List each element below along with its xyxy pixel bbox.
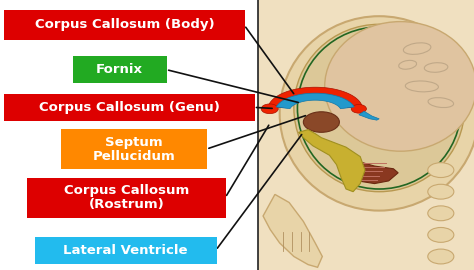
Text: Corpus Callosum (Genu): Corpus Callosum (Genu) [39, 101, 219, 114]
Ellipse shape [428, 227, 454, 242]
Ellipse shape [428, 206, 454, 221]
FancyBboxPatch shape [4, 94, 255, 121]
Text: Lateral Ventricle: Lateral Ventricle [64, 244, 188, 257]
Polygon shape [299, 130, 365, 192]
FancyBboxPatch shape [61, 129, 207, 169]
Ellipse shape [428, 163, 454, 178]
FancyBboxPatch shape [35, 237, 217, 264]
Text: Corpus Callosum (Body): Corpus Callosum (Body) [35, 18, 214, 32]
Polygon shape [341, 157, 398, 184]
Ellipse shape [280, 16, 474, 211]
FancyBboxPatch shape [4, 10, 245, 40]
Ellipse shape [428, 184, 454, 199]
Polygon shape [359, 111, 379, 120]
FancyBboxPatch shape [73, 56, 167, 83]
Text: Septum
Pellucidum: Septum Pellucidum [92, 136, 175, 163]
Text: Fornix: Fornix [96, 63, 143, 76]
Ellipse shape [294, 24, 465, 192]
Bar [258, 0, 474, 270]
Circle shape [303, 112, 339, 132]
Bar [0, 0, 258, 270]
Circle shape [261, 104, 278, 114]
Polygon shape [263, 194, 322, 267]
Text: Corpus Callosum
(Rostrum): Corpus Callosum (Rostrum) [64, 184, 190, 211]
Polygon shape [268, 87, 362, 108]
Ellipse shape [325, 22, 474, 151]
Circle shape [351, 104, 366, 113]
Polygon shape [276, 93, 354, 109]
FancyBboxPatch shape [27, 178, 226, 218]
Ellipse shape [428, 249, 454, 264]
